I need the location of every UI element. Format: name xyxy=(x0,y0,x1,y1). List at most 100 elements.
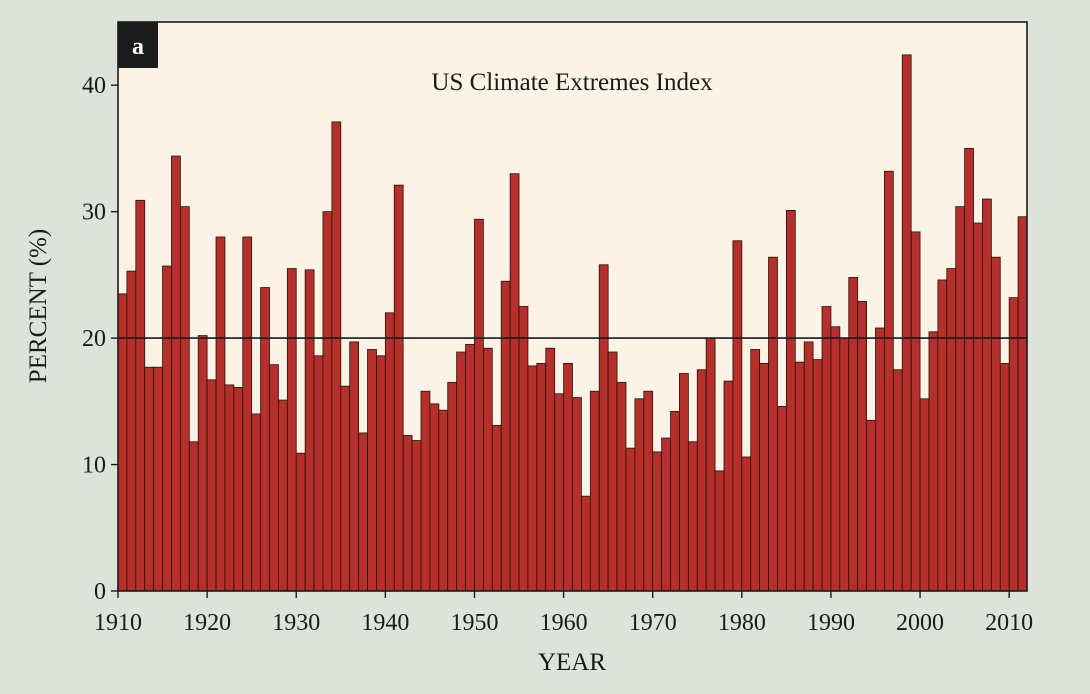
bar-2005 xyxy=(964,148,974,592)
bar-1968 xyxy=(634,398,645,592)
bar-2006 xyxy=(973,222,983,592)
bar-1941 xyxy=(393,184,404,592)
bar-1970 xyxy=(652,451,663,592)
bar-1947 xyxy=(447,381,458,592)
bar-1959 xyxy=(554,393,564,592)
bar-1942 xyxy=(402,435,413,592)
bar-2007 xyxy=(982,198,992,592)
bar-2002 xyxy=(937,279,948,592)
bar-1954 xyxy=(509,173,520,592)
x-tick-label: 2010 xyxy=(985,610,1033,636)
bar-1934 xyxy=(331,121,342,592)
bar-1995 xyxy=(875,327,885,592)
bar-1921 xyxy=(215,236,226,592)
bar-1957 xyxy=(536,362,547,592)
bar-2011 xyxy=(1017,216,1028,592)
bar-1917 xyxy=(179,206,190,592)
bar-1930 xyxy=(295,452,306,592)
bar-1955 xyxy=(518,306,529,592)
bar-1996 xyxy=(884,170,894,592)
y-tick-label: 20 xyxy=(82,326,106,352)
bar-1951 xyxy=(482,347,493,592)
bar-1965 xyxy=(607,351,618,592)
bar-1926 xyxy=(260,287,270,592)
y-tick-label: 30 xyxy=(82,200,106,226)
y-tick-label: 40 xyxy=(82,73,106,99)
bar-1982 xyxy=(759,362,769,592)
bar-1953 xyxy=(500,280,511,592)
bar-1928 xyxy=(278,399,288,592)
bar-1991 xyxy=(839,337,850,592)
bar-1932 xyxy=(313,355,324,592)
x-tick-label: 1970 xyxy=(629,610,677,636)
bar-1990 xyxy=(830,326,841,592)
x-tick-label: 2000 xyxy=(896,610,944,636)
bar-1969 xyxy=(643,390,654,592)
bar-1966 xyxy=(616,381,627,592)
bar-1923 xyxy=(233,387,244,592)
bar-1920 xyxy=(206,379,217,592)
bar-1979 xyxy=(732,240,743,592)
bar-1980 xyxy=(741,456,752,592)
bar-1958 xyxy=(545,347,556,592)
x-tick-label: 1990 xyxy=(807,610,855,636)
bar-1972 xyxy=(670,411,680,592)
bar-1992 xyxy=(848,277,859,592)
bar-1952 xyxy=(491,424,502,592)
bar-1918 xyxy=(188,441,199,592)
bar-1961 xyxy=(572,397,582,592)
bar-1925 xyxy=(251,413,261,592)
bar-2010 xyxy=(1008,297,1019,592)
bar-2000 xyxy=(919,398,930,592)
bar-1922 xyxy=(224,384,235,592)
bar-1993 xyxy=(857,301,867,592)
bar-1974 xyxy=(687,441,698,592)
bar-1927 xyxy=(269,364,279,592)
bar-1971 xyxy=(661,437,671,592)
y-tick-label: 10 xyxy=(82,453,106,479)
bar-1994 xyxy=(866,419,876,592)
bar-1963 xyxy=(589,390,600,592)
bar-1946 xyxy=(438,409,449,592)
bar-1962 xyxy=(581,495,591,592)
bar-1997 xyxy=(892,369,903,592)
bar-1975 xyxy=(696,369,707,592)
bar-1911 xyxy=(126,270,137,592)
y-axis: 0 10 20 30 40 xyxy=(82,73,118,605)
bar-1976 xyxy=(705,337,716,592)
bar-1989 xyxy=(821,306,832,592)
bar-1983 xyxy=(768,256,778,592)
bar-1998 xyxy=(901,54,912,592)
panel-label: a xyxy=(132,34,144,60)
bar-1988 xyxy=(812,359,823,592)
y-axis-label: PERCENT (%) xyxy=(25,229,52,383)
bar-2009 xyxy=(999,362,1010,592)
bar-1956 xyxy=(527,365,538,592)
panel-label-box xyxy=(118,22,158,68)
x-tick-label: 1960 xyxy=(540,610,588,636)
bar-1973 xyxy=(679,373,689,592)
bar-1943 xyxy=(411,440,422,592)
bar-2008 xyxy=(990,256,1001,592)
bar-1938 xyxy=(367,349,377,592)
y-tick-label: 0 xyxy=(94,579,106,605)
bar-1949 xyxy=(465,344,475,592)
x-tick-label: 1940 xyxy=(361,610,409,636)
bar-1978 xyxy=(723,380,734,592)
bar-2003 xyxy=(946,268,957,592)
bar-2001 xyxy=(928,331,939,592)
x-tick-label: 1950 xyxy=(450,610,498,636)
bar-1944 xyxy=(420,390,431,592)
x-axis-label: YEAR xyxy=(538,649,606,676)
x-tick-label: 1930 xyxy=(272,610,320,636)
bar-1950 xyxy=(474,218,484,592)
bar-1933 xyxy=(322,211,333,592)
bar-1999 xyxy=(910,231,921,592)
bar-1984 xyxy=(777,405,787,592)
bar-1915 xyxy=(162,265,172,592)
bar-1977 xyxy=(714,470,725,592)
bar-1987 xyxy=(803,341,814,592)
bar-1945 xyxy=(429,403,440,592)
x-axis: 1910 1920 1930 1940 1950 1960 1970 1980 1990 2000… xyxy=(94,591,1033,636)
